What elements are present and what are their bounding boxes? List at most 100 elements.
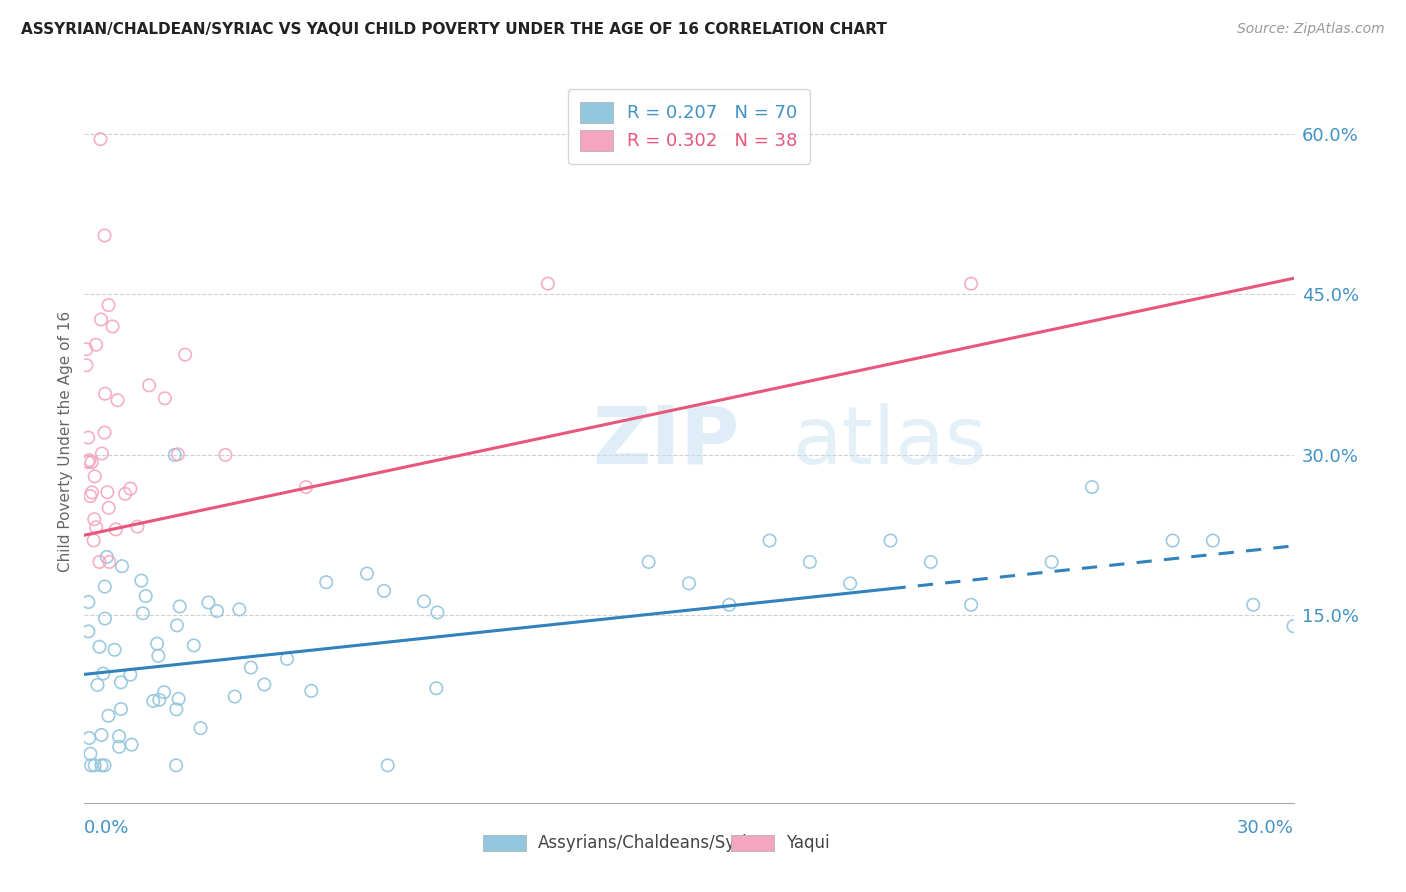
Point — [205, 604, 228, 618]
Point — [103, 642, 125, 657]
Point — [83, 512, 105, 526]
Point — [96, 549, 118, 564]
Point — [1241, 598, 1264, 612]
Point — [228, 602, 250, 616]
Point — [94, 386, 117, 401]
Point — [127, 519, 149, 533]
Point — [537, 277, 560, 291]
Point — [110, 675, 132, 690]
Text: ZIP: ZIP — [592, 402, 740, 481]
Point — [413, 594, 436, 608]
Point — [1040, 555, 1063, 569]
Point — [79, 489, 101, 503]
Point — [77, 731, 100, 745]
FancyBboxPatch shape — [484, 835, 526, 851]
Point — [920, 555, 942, 569]
Point — [79, 747, 101, 761]
Point — [1282, 619, 1305, 633]
Text: ASSYRIAN/CHALDEAN/SYRIAC VS YAQUI CHILD POVERTY UNDER THE AGE OF 16 CORRELATION : ASSYRIAN/CHALDEAN/SYRIAC VS YAQUI CHILD … — [21, 22, 887, 37]
Point — [165, 758, 187, 772]
Point — [224, 690, 246, 704]
Point — [299, 684, 322, 698]
Point — [104, 523, 127, 537]
Point — [120, 482, 142, 496]
Point — [315, 575, 337, 590]
Legend: R = 0.207   N = 70, R = 0.302   N = 38: R = 0.207 N = 70, R = 0.302 N = 38 — [568, 89, 810, 163]
Point — [97, 708, 120, 723]
Point — [108, 729, 131, 743]
Point — [96, 485, 118, 500]
Point — [960, 277, 983, 291]
Point — [77, 624, 100, 639]
Point — [174, 348, 197, 362]
Point — [84, 520, 107, 534]
Point — [1202, 533, 1225, 548]
Point — [183, 639, 205, 653]
Point — [135, 589, 157, 603]
Point — [77, 455, 100, 469]
Point — [960, 598, 983, 612]
Point — [108, 739, 131, 754]
Point — [637, 555, 659, 569]
Point — [1161, 533, 1184, 548]
Point — [84, 337, 107, 351]
Point — [89, 555, 111, 569]
Point — [80, 758, 103, 772]
Point — [758, 533, 780, 548]
Point — [163, 448, 186, 462]
Point — [169, 599, 191, 614]
Point — [93, 425, 115, 440]
Text: Assyrians/Chaldeans/Syriacs: Assyrians/Chaldeans/Syriacs — [538, 833, 776, 852]
Point — [121, 738, 143, 752]
Point — [799, 555, 821, 569]
Point — [678, 576, 700, 591]
Point — [83, 469, 105, 483]
Point — [90, 758, 112, 772]
Point — [131, 574, 153, 588]
Point — [94, 580, 117, 594]
Point — [93, 228, 115, 243]
Point — [107, 393, 129, 408]
FancyBboxPatch shape — [731, 835, 773, 851]
Point — [120, 667, 142, 681]
Point — [377, 758, 399, 772]
Point — [1081, 480, 1104, 494]
Text: 30.0%: 30.0% — [1237, 819, 1294, 837]
Point — [90, 312, 112, 326]
Point — [276, 652, 298, 666]
Point — [98, 555, 121, 569]
Point — [197, 595, 219, 609]
Point — [97, 500, 120, 515]
Point — [167, 691, 190, 706]
Point — [132, 607, 155, 621]
Point — [90, 446, 112, 460]
Point — [239, 660, 262, 674]
Y-axis label: Child Poverty Under the Age of 16: Child Poverty Under the Age of 16 — [58, 311, 73, 572]
Point — [214, 448, 236, 462]
Point — [80, 455, 103, 469]
Point — [879, 533, 901, 548]
Point — [86, 678, 108, 692]
Text: atlas: atlas — [792, 402, 986, 481]
Point — [153, 392, 176, 406]
Point — [83, 758, 105, 772]
Point — [138, 378, 160, 392]
Point — [89, 640, 111, 654]
Point — [97, 298, 120, 312]
Point — [839, 576, 862, 591]
Point — [148, 692, 170, 706]
Point — [79, 453, 101, 467]
Point — [426, 606, 449, 620]
Point — [148, 648, 170, 663]
Point — [718, 598, 741, 612]
Point — [94, 611, 117, 625]
Point — [111, 559, 134, 574]
Point — [110, 702, 132, 716]
Point — [77, 431, 100, 445]
Point — [77, 595, 100, 609]
Point — [142, 694, 165, 708]
Point — [167, 447, 190, 461]
Text: Source: ZipAtlas.com: Source: ZipAtlas.com — [1237, 22, 1385, 37]
Point — [425, 681, 447, 696]
Point — [75, 343, 97, 357]
